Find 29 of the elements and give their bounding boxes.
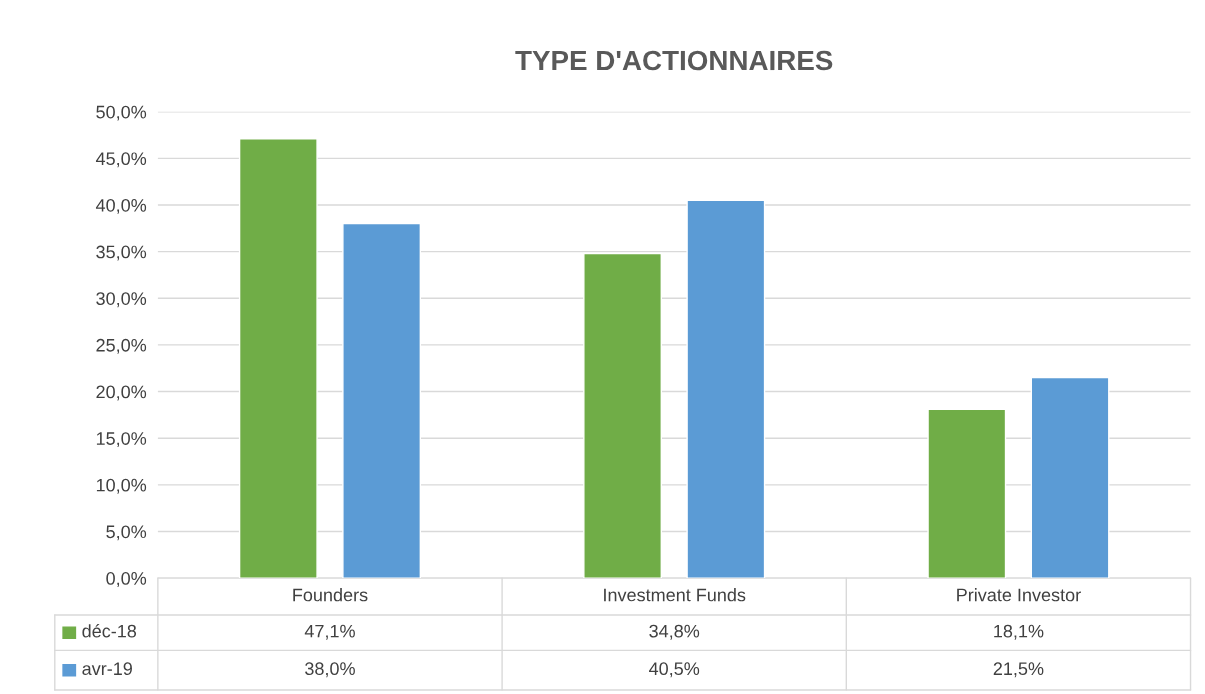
- chart-title: TYPE D'ACTIONNAIRES: [515, 50, 833, 71]
- y-tick-label: 0,0%: [106, 572, 147, 587]
- data-label: 47,1%: [304, 624, 355, 640]
- y-tick-label: 5,0%: [106, 525, 147, 541]
- bar: [238, 138, 318, 579]
- legend-label: déc-18: [82, 624, 137, 638]
- bar: [583, 252, 662, 579]
- bar: [927, 408, 1007, 579]
- x-tick-label: Founders: [293, 588, 368, 602]
- data-label: 38,0%: [305, 662, 355, 678]
- y-tick-label: 10,0%: [96, 478, 147, 494]
- x-tick-label: Investment Funds: [604, 588, 746, 602]
- y-tick-label: 25,0%: [96, 338, 147, 354]
- y-tick-label: 35,0%: [96, 245, 147, 261]
- y-tick-label: 45,0%: [95, 152, 147, 168]
- y-tick-label: 15,0%: [96, 432, 147, 448]
- data-label: 40,5%: [649, 662, 700, 678]
- y-tick-label: 50,0%: [96, 105, 147, 121]
- bar: [342, 222, 422, 579]
- bar: [686, 199, 766, 579]
- x-tick-label: Private Investor: [957, 588, 1081, 602]
- data-label: 21,5%: [993, 662, 1044, 678]
- y-tick-label: 20,0%: [96, 385, 147, 401]
- data-label: 18,1%: [994, 624, 1044, 640]
- y-tick-label: 30,0%: [96, 292, 147, 308]
- data-label: 34,8%: [649, 624, 700, 640]
- bar: [1030, 376, 1110, 579]
- y-tick-label: 40,0%: [95, 198, 147, 214]
- legend-label: avr-19: [82, 662, 132, 676]
